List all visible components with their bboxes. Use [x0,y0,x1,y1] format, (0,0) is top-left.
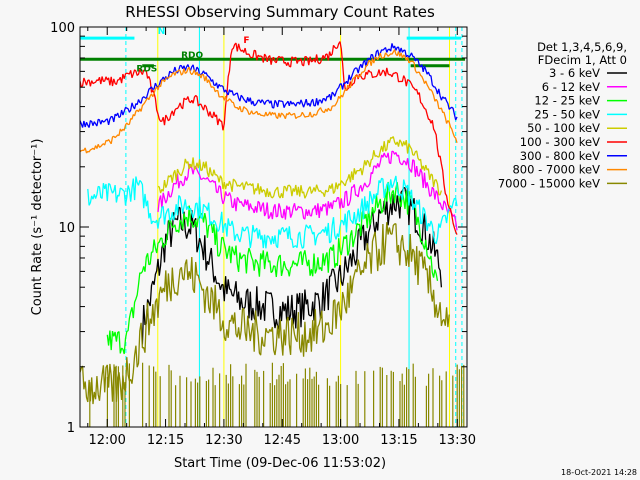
x-tick-label: 12:00 [88,433,125,448]
annotation-0: N [158,27,166,37]
x-tick-label: 12:45 [264,433,301,448]
series-line-5 [80,41,458,235]
legend-entry-label: 6 - 12 keV [542,80,600,94]
plot-area: N RDO RDS F 12:00 12:15 12:30 12:45 13:00 13:15 13… [50,21,476,448]
y-tick-label: 100 [50,21,75,36]
y-tick-label: 10 [58,221,75,236]
x-tick-label: 12:15 [147,433,184,448]
annotation-2: RDS [136,64,157,74]
series-line-7 [80,49,458,154]
x-axis-label: Start Time (09-Dec-06 11:53:02) [174,456,386,471]
legend-entry-label: 25 - 50 keV [534,107,600,121]
series-line-6 [80,43,458,128]
y-axis-label: Count Rate (s⁻¹ detector⁻¹) [30,139,45,316]
legend-entry-label: 300 - 800 keV [520,149,600,163]
annotation-1: RDO [181,51,203,61]
timestamp: 18-Oct-2021 14:28 [561,468,637,477]
legend: Det 1,3,4,5,6,9, FDecim 1, Att 0 3 - 6 k… [498,40,627,190]
legend-entry-label: 800 - 7000 keV [512,163,600,177]
series-line-3 [87,175,458,249]
chart-title: RHESSI Observing Summary Count Rates [125,3,435,21]
x-tick-label: 13:30 [439,433,476,448]
legend-header-line-1: Det 1,3,4,5,6,9, [537,40,627,54]
legend-entry-label: 100 - 300 keV [520,135,600,149]
x-tick-label: 13:00 [322,433,359,448]
series-line-2 [106,181,439,355]
x-tick-label: 12:30 [205,433,242,448]
x-tick-label: 13:15 [380,433,417,448]
legend-entry-label: 12 - 25 keV [534,94,600,108]
series-line-8 [80,222,450,405]
series-line-4 [157,136,443,199]
series-line-1 [157,150,458,231]
legend-header-line-2: FDecim 1, Att 0 [538,53,627,67]
legend-entry-label: 50 - 100 keV [527,121,600,135]
legend-entry-label: 7000 - 15000 keV [498,176,600,190]
y-tick-label: 1 [67,421,75,436]
annotation-3: F [243,36,249,46]
plot-clip-group [80,27,466,427]
legend-entry-label: 3 - 6 keV [549,66,600,80]
